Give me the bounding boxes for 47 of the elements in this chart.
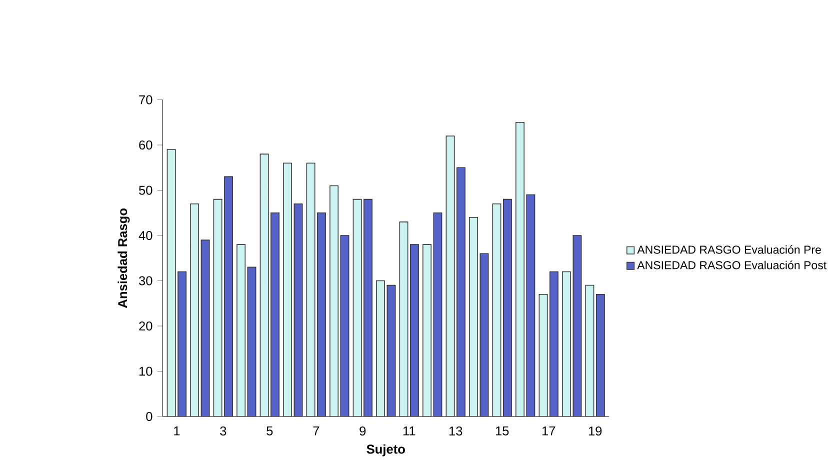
x-tick-label: 1 xyxy=(174,426,180,436)
legend-label: ANSIEDAD RASGO Evaluación Post xyxy=(637,260,826,270)
bar xyxy=(456,167,466,417)
bar xyxy=(190,204,200,417)
bar xyxy=(410,244,419,417)
y-tick-label: 20 xyxy=(139,322,152,331)
bar xyxy=(166,149,176,417)
y-tick-label: 70 xyxy=(139,95,152,105)
y-tick-label: 30 xyxy=(138,276,152,286)
x-tick-label: 5 xyxy=(266,426,273,436)
bar xyxy=(549,272,558,417)
bar xyxy=(306,162,316,417)
y-axis-title: Ansiedad Rasgo xyxy=(118,208,130,308)
y-tick-label: 0 xyxy=(146,412,152,422)
bar xyxy=(538,294,548,417)
bar xyxy=(200,240,210,417)
bar xyxy=(492,204,502,417)
bar xyxy=(364,199,372,417)
x-tick-label: 19 xyxy=(588,426,602,436)
bar xyxy=(352,199,362,417)
bar xyxy=(503,199,512,417)
bar xyxy=(247,267,256,417)
legend-label: ANSIEDAD RASGO Evaluación Pre xyxy=(637,245,821,254)
bar xyxy=(480,253,489,417)
y-tick-label: 40 xyxy=(138,231,152,240)
bar xyxy=(433,212,442,417)
x-tick-label: 9 xyxy=(360,426,366,436)
bar xyxy=(399,222,408,417)
x-axis-title: Sujeto xyxy=(366,444,405,456)
bar xyxy=(596,294,605,417)
bar xyxy=(446,136,455,417)
bar xyxy=(260,154,269,417)
x-tick-label: 11 xyxy=(403,426,416,436)
bar xyxy=(213,199,222,417)
y-tick-label: 10 xyxy=(139,366,152,376)
bar xyxy=(386,285,396,417)
x-tick-label: 7 xyxy=(313,426,320,436)
x-tick-label: 15 xyxy=(496,426,509,436)
y-tick-label: 60 xyxy=(139,140,152,150)
bar xyxy=(294,204,303,417)
bar xyxy=(340,235,350,417)
x-tick-label: 3 xyxy=(220,426,226,436)
bar xyxy=(585,285,594,417)
x-tick-label: 17 xyxy=(542,426,556,436)
y-tick-label: 50 xyxy=(139,186,152,196)
bar xyxy=(317,212,326,417)
x-tick-label: 13 xyxy=(449,426,462,436)
